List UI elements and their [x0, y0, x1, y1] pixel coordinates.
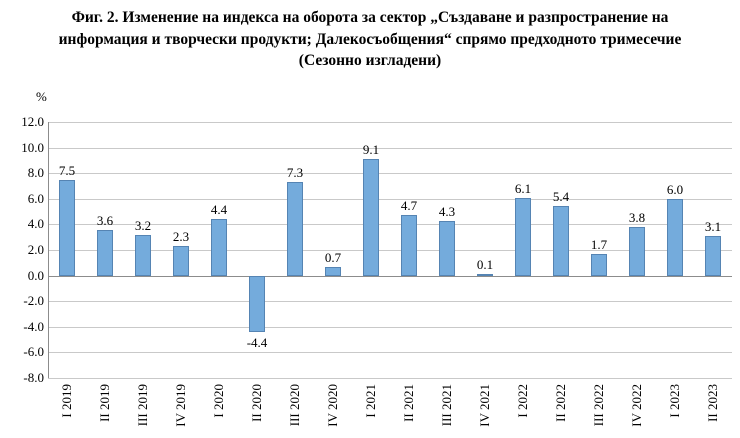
x-axis-label: I 2022 [515, 384, 530, 418]
bar-value-label: 9.1 [362, 142, 380, 158]
bar-value-label: 0.1 [476, 257, 494, 273]
bar-value-label: -4.4 [246, 334, 268, 350]
bar-value-label: 3.1 [704, 218, 722, 234]
y-axis-tick-label: 6.0 [27, 190, 44, 206]
bar-value-label: 7.3 [286, 165, 304, 181]
y-axis-tick-label: -2.0 [23, 293, 44, 309]
x-axis-label: III 2021 [439, 384, 454, 427]
x-axis-label: II 2020 [249, 384, 264, 422]
gridline [48, 378, 732, 379]
bar-value-label: 3.2 [134, 217, 152, 233]
gridline [48, 301, 732, 303]
bar [363, 159, 379, 276]
bar-value-label: 0.7 [324, 249, 342, 265]
gridline [48, 122, 732, 123]
x-axis-label: II 2019 [97, 384, 112, 422]
x-axis-label: IV 2019 [173, 384, 188, 427]
y-axis-tick-label: 4.0 [27, 216, 44, 232]
y-axis-tick-label: 0.0 [27, 267, 44, 283]
gridline [48, 352, 732, 354]
gridline [48, 250, 732, 251]
bar [59, 179, 75, 276]
gridline [48, 326, 732, 328]
bar [553, 206, 569, 276]
bar [173, 246, 189, 276]
x-axis-label: IV 2021 [477, 384, 492, 427]
y-axis-tick-label: 10.0 [21, 139, 44, 155]
gridline [48, 147, 732, 149]
y-axis-tick-label: -6.0 [23, 344, 44, 360]
bar [97, 229, 113, 276]
x-axis-label: IV 2020 [325, 384, 340, 427]
y-axis-unit-label: % [36, 89, 47, 104]
bar [287, 182, 303, 276]
bar-value-label: 2.3 [172, 229, 190, 245]
y-axis-tick-label: 8.0 [27, 165, 44, 181]
bar [591, 253, 607, 276]
x-axis-label: I 2020 [211, 384, 226, 418]
bar [439, 220, 455, 276]
x-axis-label: II 2023 [705, 384, 720, 422]
x-axis-label: III 2019 [135, 384, 150, 427]
x-axis-label: I 2021 [363, 384, 378, 418]
bar-value-label: 6.1 [514, 180, 532, 196]
bar [135, 234, 151, 276]
zero-gridline [48, 275, 732, 277]
y-axis-tick-label: 2.0 [27, 242, 44, 257]
x-axis-label: III 2022 [591, 384, 606, 427]
bar-value-label: 3.6 [96, 212, 114, 228]
bar [629, 226, 645, 276]
x-axis-label: I 2019 [59, 384, 74, 418]
bar-value-label: 5.4 [552, 189, 570, 205]
bar-value-label: 1.7 [590, 236, 608, 252]
y-axis-tick-label: 12.0 [21, 114, 44, 129]
bar-value-label: 4.7 [400, 198, 418, 214]
gridline [48, 173, 732, 175]
bar-value-label: 7.5 [58, 162, 76, 178]
chart-title: Фиг. 2. Изменение на индекса на оборота … [58, 9, 682, 70]
bar-value-label: 4.3 [438, 203, 456, 219]
y-axis-line [48, 122, 49, 378]
x-axis-label: II 2022 [553, 384, 568, 422]
y-axis-tick-label: -8.0 [23, 370, 44, 385]
bar [325, 266, 341, 276]
bar [211, 219, 227, 276]
gridline [48, 198, 732, 200]
x-axis-label: II 2021 [401, 384, 416, 422]
bar [667, 198, 683, 276]
x-axis-label: IV 2022 [629, 384, 644, 427]
x-axis-label: III 2020 [287, 384, 302, 427]
bar [477, 274, 493, 277]
bar [401, 215, 417, 276]
x-axis-label: I 2023 [667, 384, 682, 418]
y-axis-tick-label: -4.0 [23, 318, 44, 334]
bar-value-label: 4.4 [210, 202, 228, 218]
bar [249, 275, 265, 332]
bar [515, 197, 531, 276]
bar [705, 235, 721, 276]
plot-area: -8.0 -6.0 -4.0 -2.0 0.0 2.0 4.0 6.0 8.0 10.0 12.0 7… [21, 114, 732, 427]
bar-value-label: 3.8 [628, 209, 646, 225]
bar-value-label: 6.0 [666, 181, 684, 197]
gridline [48, 224, 732, 226]
